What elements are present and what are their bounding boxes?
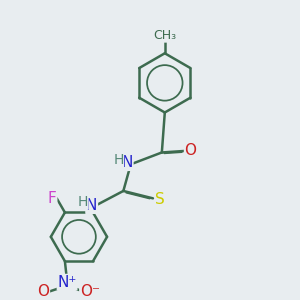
- Text: S: S: [155, 192, 165, 207]
- Text: H: H: [113, 153, 124, 167]
- Text: F: F: [48, 191, 57, 206]
- Text: O: O: [38, 284, 50, 299]
- Text: O⁻: O⁻: [80, 284, 100, 299]
- Text: N⁺: N⁺: [57, 274, 77, 290]
- Text: H: H: [78, 195, 88, 209]
- Text: N: N: [122, 155, 133, 170]
- Text: N: N: [86, 198, 98, 213]
- Text: CH₃: CH₃: [153, 29, 176, 42]
- Text: O: O: [184, 143, 196, 158]
